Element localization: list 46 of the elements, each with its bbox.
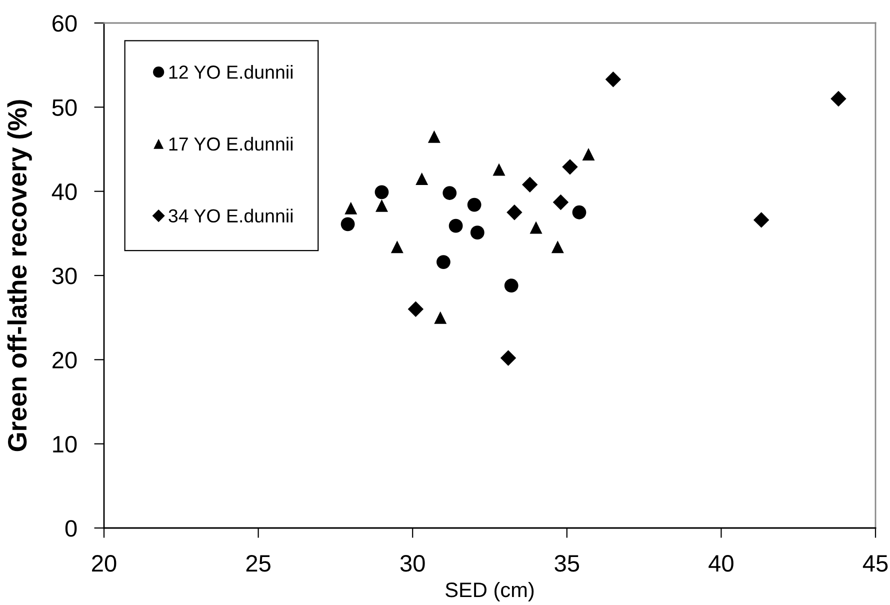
point	[434, 311, 447, 324]
point	[562, 159, 578, 175]
point	[552, 194, 569, 210]
point	[492, 163, 506, 176]
point	[605, 72, 622, 88]
point	[344, 202, 358, 214]
y-tick-label: 60	[52, 15, 77, 32]
point	[504, 278, 518, 293]
point	[442, 186, 457, 200]
point	[582, 148, 595, 161]
legend-label: 17 YO E.dunnii	[169, 136, 292, 151]
point	[374, 185, 389, 200]
point	[408, 301, 424, 318]
point	[340, 217, 355, 232]
point	[500, 350, 516, 366]
y-tick-label: 20	[52, 352, 77, 368]
point	[436, 255, 450, 269]
point	[416, 172, 428, 185]
y-tick-label: 10	[53, 436, 77, 453]
y-tick-label: 0	[65, 520, 77, 537]
legend-label: 12 YO E.dunnii	[169, 65, 292, 79]
y-axis-title: Green off-lathe recovery (%)	[7, 100, 32, 452]
point	[375, 199, 388, 212]
point	[551, 240, 564, 254]
x-tick-label: 25	[246, 555, 270, 572]
y-tick-label: 40	[52, 183, 77, 200]
point	[522, 176, 538, 192]
point	[470, 226, 484, 240]
point	[448, 218, 463, 233]
x-tick-label: 20	[92, 555, 116, 572]
x-tick-label: 45	[862, 555, 888, 572]
x-tick-label: 35	[554, 555, 580, 572]
point	[390, 240, 404, 254]
y-tick-label: 50	[52, 99, 77, 116]
point	[530, 221, 542, 234]
point	[467, 198, 482, 212]
point	[506, 204, 522, 220]
legend-label: 34 YO E.dunnii	[168, 208, 292, 223]
x-tick-label: 40	[708, 555, 734, 572]
y-tick-label: 30	[52, 268, 77, 284]
point	[428, 130, 440, 143]
x-tick-label: 30	[400, 555, 425, 572]
point	[830, 90, 846, 107]
point	[572, 205, 586, 220]
point	[753, 212, 770, 228]
x-axis-title: SED (cm)	[446, 582, 534, 602]
